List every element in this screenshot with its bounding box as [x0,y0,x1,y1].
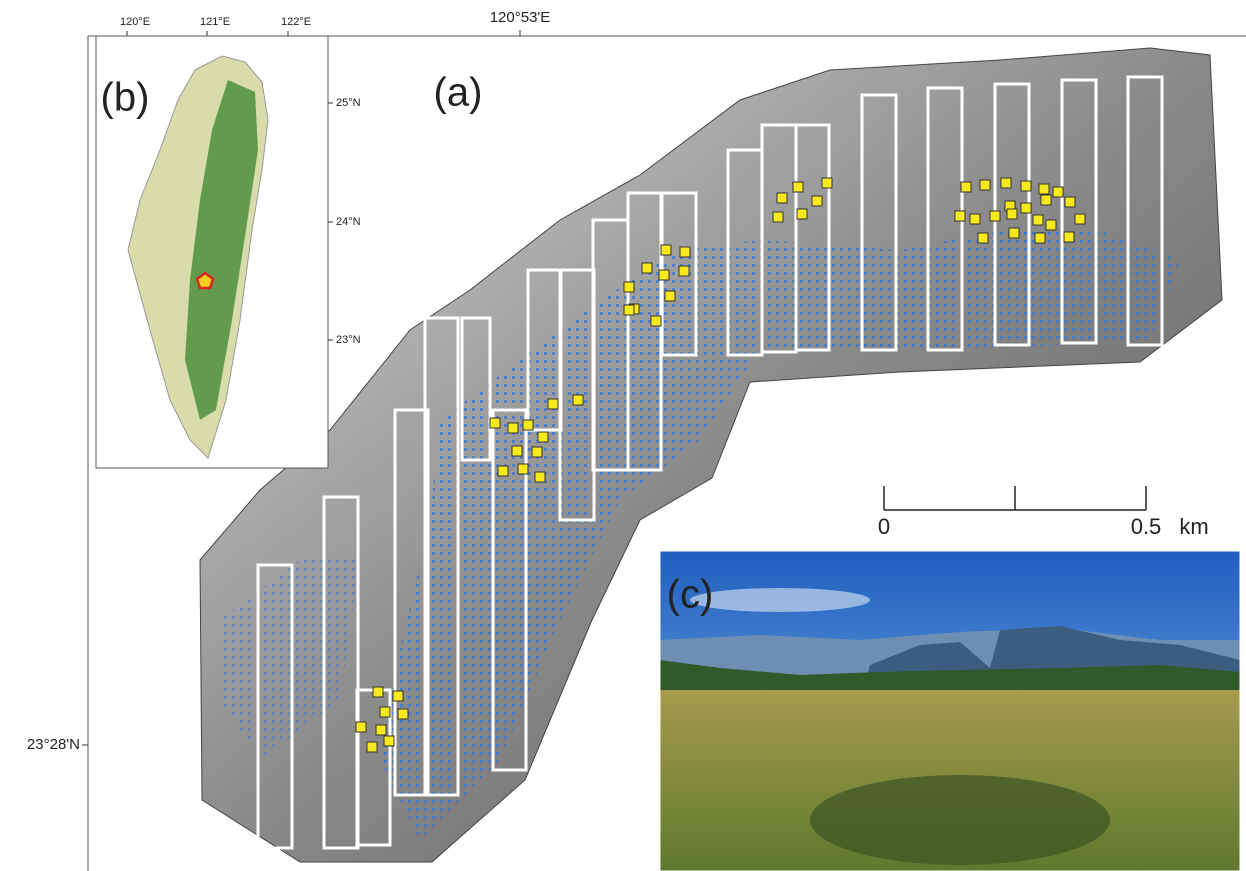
plot [356,722,366,732]
inset-lon-label: 120°E [120,16,150,28]
plot [373,687,383,697]
plot [512,446,522,456]
inset-lon-label: 121°E [200,16,230,28]
scale-end: 0.5 [1131,514,1162,539]
plot [523,420,533,430]
plot [398,709,408,719]
scale-start: 0 [878,514,890,539]
panel-label: (b) [101,76,150,120]
plot [380,707,390,717]
plot [624,305,634,315]
top-coordinate: 120°53'E [490,9,551,26]
plot [978,233,988,243]
plot [1075,214,1085,224]
plot [573,395,583,405]
inset-lon-label: 122°E [281,16,311,28]
plot [532,447,542,457]
plot [651,316,661,326]
plot [970,214,980,224]
plot [518,464,528,474]
plot [1065,197,1075,207]
plot [812,196,822,206]
plot [1009,228,1019,238]
plot [822,178,832,188]
plot [661,245,671,255]
plot [538,432,548,442]
plot [642,263,652,273]
plot [1007,209,1017,219]
plot [393,691,403,701]
plot [1046,220,1056,230]
plot [1039,184,1049,194]
plot [1064,232,1074,242]
plot [1053,187,1063,197]
plot [980,180,990,190]
inset-lat-label: 24°N [336,216,361,228]
plot [376,725,386,735]
plot [1033,215,1043,225]
plot [1021,181,1031,191]
scale-bar [884,486,1146,510]
plot [955,211,965,221]
plot [665,291,675,301]
plot [548,399,558,409]
plot [777,193,787,203]
plot [679,266,689,276]
panel-label: (a) [434,71,483,115]
left-coordinate: 23°28'N [27,736,80,753]
plot [498,466,508,476]
plot [535,472,545,482]
photo [660,551,1240,871]
plot [490,418,500,428]
inset-lat-label: 23°N [336,334,361,346]
plot [773,212,783,222]
plot [1021,203,1031,213]
plot [624,282,634,292]
plot [680,247,690,257]
plot [367,742,377,752]
plot [961,182,971,192]
plot [793,182,803,192]
panel-label: (c) [667,573,714,617]
figure: 120°53'E 23°28'N (a) 0 0.5 km 120°E 121°E… [0,0,1246,871]
plot [659,270,669,280]
plot [1001,178,1011,188]
plot [990,211,1000,221]
scale-unit: km [1179,514,1208,539]
plot [1035,233,1045,243]
plot [797,209,807,219]
plot [1041,195,1051,205]
inset-lat-label: 25°N [336,97,361,109]
plot [384,736,394,746]
plot [508,423,518,433]
